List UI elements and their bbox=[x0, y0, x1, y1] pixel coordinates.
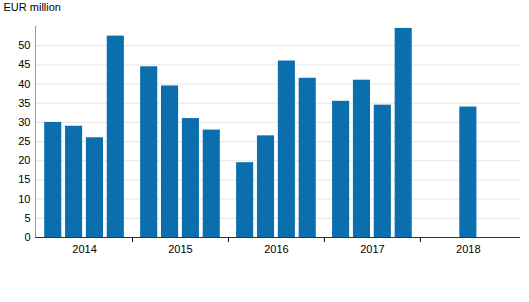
svg-text:2014: 2014 bbox=[72, 243, 96, 255]
svg-text:2016: 2016 bbox=[264, 243, 288, 255]
svg-text:25: 25 bbox=[18, 135, 30, 147]
svg-text:2018: 2018 bbox=[456, 243, 480, 255]
svg-text:20: 20 bbox=[18, 154, 30, 166]
svg-text:45: 45 bbox=[18, 58, 30, 70]
svg-text:2017: 2017 bbox=[360, 243, 384, 255]
svg-text:EUR million: EUR million bbox=[4, 1, 61, 13]
svg-text:35: 35 bbox=[18, 97, 30, 109]
svg-text:15: 15 bbox=[18, 173, 30, 185]
svg-text:5: 5 bbox=[24, 212, 30, 224]
svg-text:10: 10 bbox=[18, 193, 30, 205]
svg-text:50: 50 bbox=[18, 39, 30, 51]
svg-text:40: 40 bbox=[18, 78, 30, 90]
svg-text:2015: 2015 bbox=[168, 243, 192, 255]
svg-text:30: 30 bbox=[18, 116, 30, 128]
svg-text:0: 0 bbox=[24, 231, 30, 243]
